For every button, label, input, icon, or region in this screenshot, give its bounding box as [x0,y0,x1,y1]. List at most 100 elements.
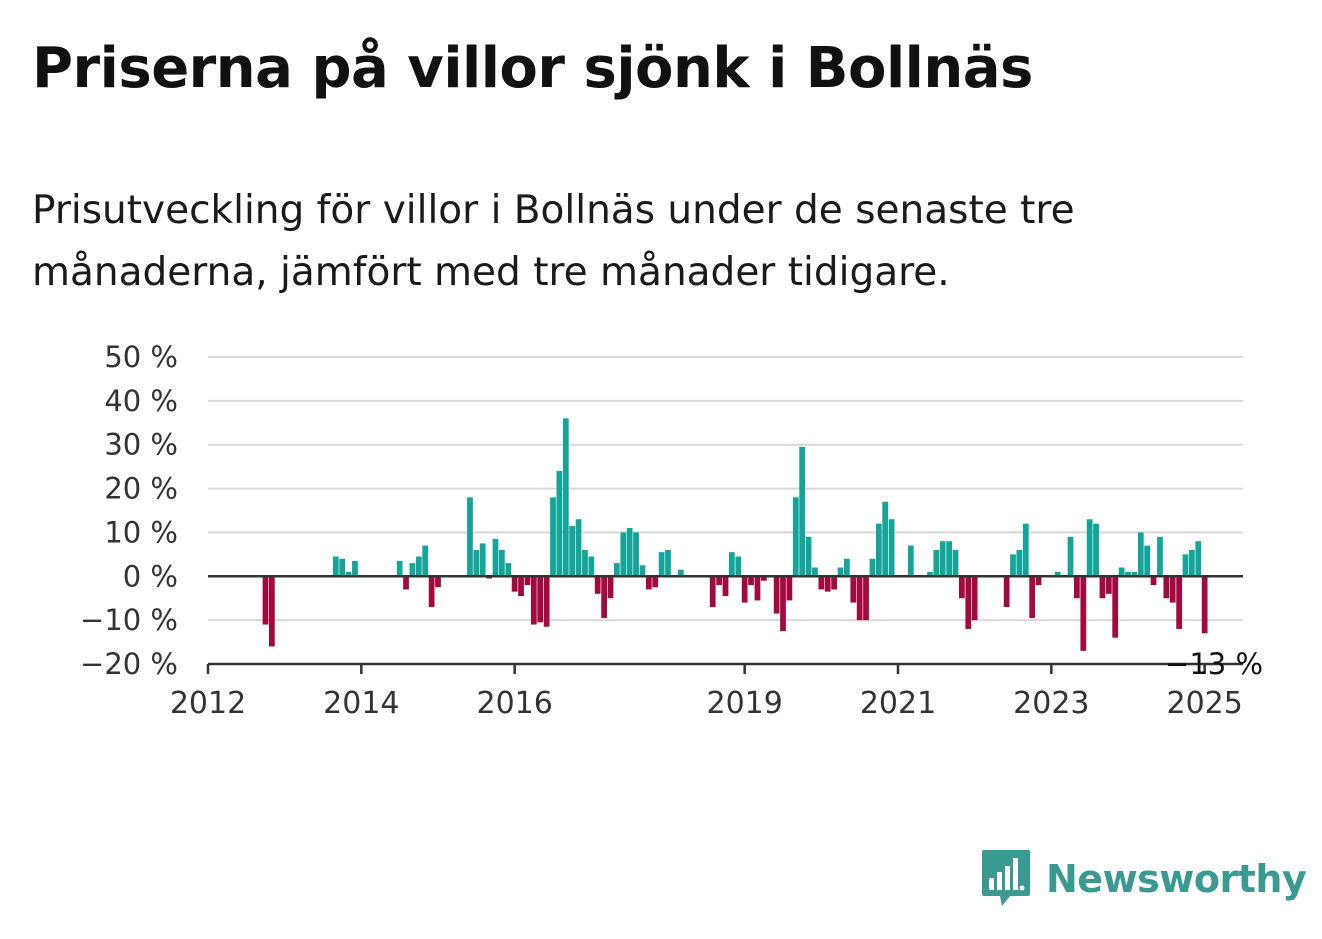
bar [958,576,965,599]
bar [403,576,409,590]
bar [754,576,761,601]
bar [780,576,786,632]
bar [1035,576,1042,586]
bar [882,501,889,577]
bar [1150,576,1157,586]
bar [1080,576,1087,651]
bar [658,552,665,577]
bar [1163,576,1170,599]
bar [594,576,601,594]
bar [588,556,595,577]
bar [1105,576,1112,594]
bar [1022,523,1029,577]
newsworthy-brand: Newsworthy [980,848,1307,910]
bar [601,576,608,618]
bar [556,471,563,577]
bar [550,497,556,577]
bar [1099,576,1106,599]
bar [927,571,933,577]
bar [709,576,716,607]
bar [1201,576,1208,634]
bar [1093,523,1099,577]
bar [396,560,403,577]
gridlines [208,356,1243,622]
x-tick-label: 2021 [860,686,936,721]
bar [409,563,416,577]
y-tick-label: 40 % [104,384,178,418]
bar [773,576,780,614]
bar [505,563,512,577]
bar [1029,576,1036,618]
bar [511,576,518,592]
bar [665,549,671,577]
bar [1137,532,1144,577]
bar [569,525,576,577]
bar [582,549,588,577]
bar [524,576,531,586]
bar [652,576,659,588]
bar [1118,567,1125,577]
bar [473,549,480,577]
bar [1169,576,1176,603]
y-tick-label: 50 % [104,340,178,374]
x-tick-label: 2012 [170,686,246,721]
last-value-label: −13 % [1165,647,1263,681]
bar [824,576,831,592]
bar [1195,541,1202,577]
bar [805,536,812,577]
brand-name: Newsworthy [1046,857,1307,901]
bar [888,519,895,577]
bar [1054,571,1061,577]
bar [1144,545,1151,577]
bar [428,576,435,607]
x-tick-label: 2019 [706,686,782,721]
bars [262,418,1208,651]
bar [1003,576,1010,607]
bar [907,545,914,577]
bar [537,576,544,623]
chart-title: Priserna på villor sjönk i Bollnäs [32,36,1033,101]
bar [339,558,346,577]
bar [946,541,953,577]
bar [613,563,620,577]
chart-subtitle: Prisutveckling för villor i Bollnäs unde… [32,188,1075,295]
bar [831,576,838,590]
x-tick-label: 2025 [1166,686,1242,721]
bar [856,576,863,621]
bar [1157,536,1163,577]
bar [562,418,569,577]
bar [952,549,959,577]
bar [492,539,499,577]
y-tick-label: −20 % [80,647,178,681]
bar [415,556,422,577]
bar [728,552,735,577]
bar [843,558,850,577]
bar [530,576,537,625]
bar [575,519,582,577]
bar [1125,571,1131,577]
bar [1016,549,1023,577]
bar [818,576,825,590]
bar [933,549,940,577]
bar [939,541,946,577]
bar [1073,576,1080,599]
bar [626,528,633,577]
y-tick-label: 30 % [104,428,178,462]
y-tick-label: 10 % [104,515,178,549]
bar [863,576,869,621]
bar [262,576,269,625]
x-tick-label: 2023 [1013,686,1089,721]
bar [435,576,441,588]
bar [332,556,339,577]
bar [722,576,729,597]
bar [639,565,646,577]
bar [799,446,806,577]
bar [1176,576,1183,629]
bar [498,549,505,577]
price-change-bar-chart: 50 % 40 % 30 % 20 % 10 % 0 % −10 % −20 % 2012 201… [80,340,1263,721]
x-tick-label: 2016 [476,686,552,721]
bar [748,576,754,586]
bar [1182,554,1189,577]
bar [716,576,723,586]
y-tick-label: 20 % [104,472,178,506]
